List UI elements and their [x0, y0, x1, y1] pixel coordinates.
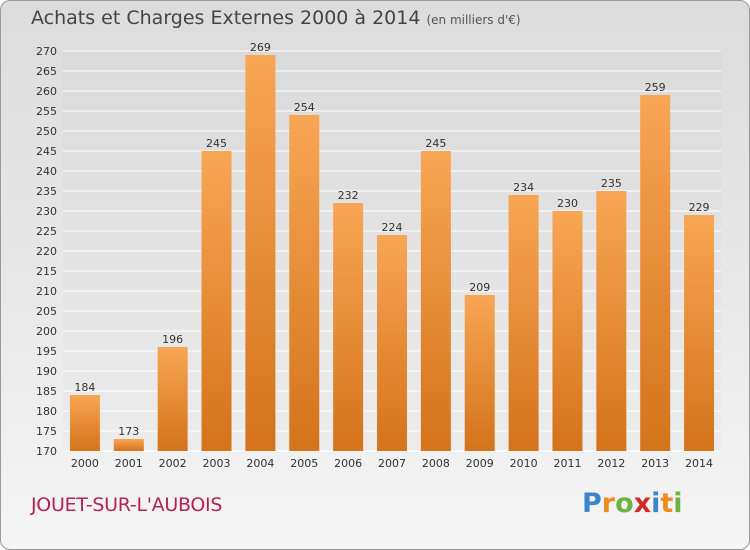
y-tick-label: 245 — [36, 145, 57, 158]
x-tick-label: 2006 — [334, 457, 362, 470]
y-tick-label: 200 — [36, 325, 57, 338]
logo-letter: P — [582, 488, 602, 519]
y-tick-label: 240 — [36, 165, 57, 178]
proxiti-logo: Proxiti — [582, 488, 683, 519]
bar-2014 — [684, 215, 715, 451]
y-tick-label: 255 — [36, 105, 57, 118]
y-tick-label: 225 — [36, 225, 57, 238]
value-label: 269 — [250, 41, 271, 54]
x-axis-labels: 2000 2001 2002 2003 2004 2005 2006 2007 2008 2009… — [71, 457, 713, 470]
y-tick-label: 170 — [36, 445, 57, 458]
x-tick-label: 2005 — [290, 457, 318, 470]
y-tick-label: 260 — [36, 85, 57, 98]
y-tick-label: 265 — [36, 65, 57, 78]
logo-letter: i — [651, 488, 661, 519]
x-tick-label: 2002 — [159, 457, 187, 470]
value-label: 196 — [162, 333, 183, 346]
logo-letter: r — [601, 488, 616, 519]
x-tick-label: 2008 — [422, 457, 450, 470]
y-tick-label: 175 — [36, 425, 57, 438]
x-tick-label: 2007 — [378, 457, 406, 470]
x-tick-label: 2003 — [203, 457, 231, 470]
chart-subtitle: (en milliers d'€) — [426, 13, 521, 27]
bar-2010 — [508, 195, 539, 451]
logo-letter: o — [615, 488, 634, 519]
bars — [69, 55, 715, 451]
value-label: 235 — [601, 177, 622, 190]
value-label: 234 — [513, 181, 534, 194]
bar-2001 — [113, 439, 144, 451]
value-label: 232 — [338, 189, 359, 202]
x-tick-label: 2009 — [466, 457, 494, 470]
value-label: 224 — [382, 221, 403, 234]
x-tick-label: 2001 — [115, 457, 143, 470]
chart-title: Achats et Charges Externes 2000 à 2014 (e… — [31, 7, 521, 29]
bar-2005 — [289, 115, 320, 451]
logo-letter: t — [660, 488, 674, 519]
value-labels: 184 173 196 245 269 254 232 224 245 209 234 230 235 2… — [74, 41, 709, 438]
y-tick-label: 185 — [36, 385, 57, 398]
x-tick-label: 2011 — [553, 457, 581, 470]
bar-2011 — [552, 211, 583, 451]
x-tick-label: 2014 — [685, 457, 713, 470]
x-tick-label: 2013 — [641, 457, 669, 470]
bar-2003 — [201, 151, 232, 451]
bar-2002 — [157, 347, 188, 451]
bar-2000 — [69, 395, 100, 451]
y-tick-label: 195 — [36, 345, 57, 358]
value-label: 230 — [557, 197, 578, 210]
bar-2008 — [420, 151, 451, 451]
y-tick-label: 210 — [36, 285, 57, 298]
bar-2009 — [464, 295, 495, 451]
y-tick-label: 230 — [36, 205, 57, 218]
value-label: 229 — [689, 201, 710, 214]
x-tick-label: 2000 — [71, 457, 99, 470]
bar-2006 — [333, 203, 364, 451]
bar-2004 — [245, 55, 276, 451]
y-tick-label: 180 — [36, 405, 57, 418]
y-tick-label: 250 — [36, 125, 57, 138]
y-tick-label: 220 — [36, 245, 57, 258]
city-name: JOUET-SUR-L'AUBOIS — [31, 494, 223, 516]
logo-letter: i — [673, 488, 683, 519]
chart-title-text: Achats et Charges Externes 2000 à 2014 — [31, 7, 421, 29]
y-tick-label: 190 — [36, 365, 57, 378]
value-label: 254 — [294, 101, 315, 114]
value-label: 184 — [74, 381, 95, 394]
value-label: 245 — [206, 137, 227, 150]
x-tick-label: 2004 — [246, 457, 274, 470]
y-tick-label: 215 — [36, 265, 57, 278]
value-label: 173 — [118, 425, 139, 438]
logo-letter: x — [633, 488, 652, 519]
y-tick-label: 205 — [36, 305, 57, 318]
x-tick-label: 2010 — [510, 457, 538, 470]
value-label: 245 — [425, 137, 446, 150]
value-label: 259 — [645, 81, 666, 94]
value-label: 209 — [469, 281, 490, 294]
y-axis-labels: 170 175 180 185 190 195 200 205 210 215 220 225 230 2… — [36, 45, 57, 458]
bar-2013 — [640, 95, 671, 451]
y-tick-label: 235 — [36, 185, 57, 198]
x-tick-label: 2012 — [597, 457, 625, 470]
y-tick-label: 270 — [36, 45, 57, 58]
bar-2012 — [596, 191, 627, 451]
bar-2007 — [377, 235, 407, 451]
